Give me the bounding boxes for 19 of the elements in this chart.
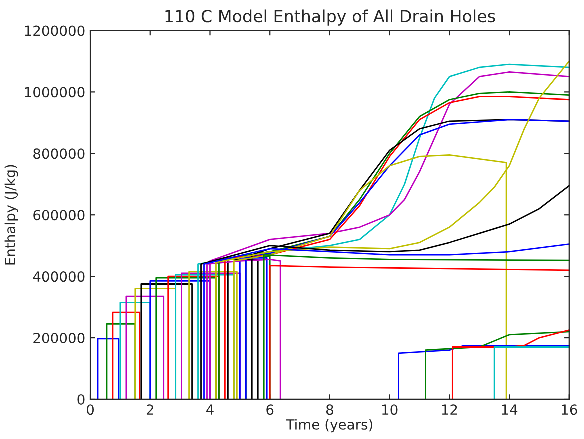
y-tick-label: 1000000 xyxy=(25,87,85,98)
x-tick-label: 14 xyxy=(502,404,518,415)
x-tick-label: 8 xyxy=(326,404,334,416)
x-tick-label: 12 xyxy=(442,404,458,415)
x-tick-label: 0 xyxy=(87,404,94,416)
y-tick-label: 1200000 xyxy=(25,26,85,36)
x-tick-label: 2 xyxy=(146,404,154,415)
y-tick-label: 600000 xyxy=(34,210,85,221)
chart-title: 110 C Model Enthalpy of All Drain Holes xyxy=(166,10,496,26)
y-tick-label: 200000 xyxy=(34,333,85,344)
x-tick-label: 10 xyxy=(382,404,398,416)
y-tick-label: 0 xyxy=(78,394,85,405)
x-axis-title: Time (years) xyxy=(286,419,372,433)
x-tick-label: 4 xyxy=(206,404,214,415)
x-tick-label: 6 xyxy=(266,404,274,416)
y-axis-title: Enthalpy (J/kg) xyxy=(4,165,18,265)
x-tick-label: 16 xyxy=(562,404,578,416)
y-tick-label: 400000 xyxy=(33,272,85,282)
y-tick-label: 800000 xyxy=(34,148,85,160)
